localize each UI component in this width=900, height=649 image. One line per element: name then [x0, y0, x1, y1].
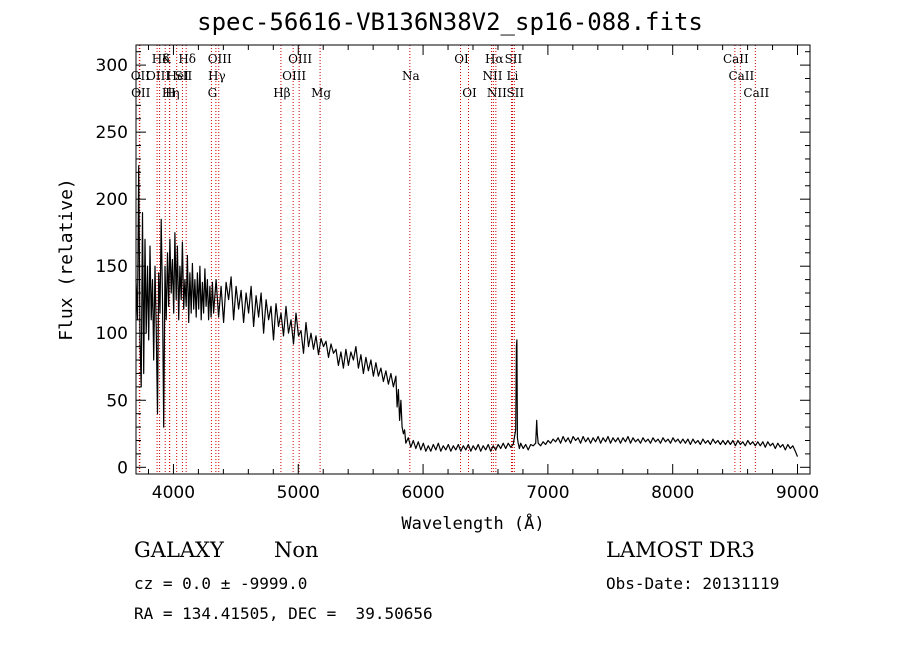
line-marker-label: OII — [131, 86, 151, 100]
x-tick-label: 6000 — [401, 483, 444, 503]
x-tick-label: 7000 — [526, 483, 569, 503]
line-marker-label: Mg — [311, 86, 331, 100]
line-marker-label: Li — [507, 69, 519, 83]
y-tick-label: 100 — [96, 324, 128, 344]
line-marker-label: OIII — [146, 69, 170, 83]
line-marker-label: HeI — [167, 69, 190, 83]
line-marker-label: OIII — [282, 69, 306, 83]
line-marker-label: CaII — [723, 52, 749, 66]
object-subclass: Non — [274, 538, 319, 562]
plot-frame — [135, 44, 811, 475]
line-marker-label: Hδ — [152, 52, 170, 66]
line-marker-label: SII — [505, 52, 523, 66]
line-marker-label: Hβ — [273, 86, 290, 100]
line-marker-label: Hη — [162, 86, 180, 100]
line-marker-label: OII — [131, 69, 151, 83]
y-tick-label: 50 — [106, 391, 128, 411]
ra-dec-line: RA = 134.41505, DEC = 39.50656 — [134, 604, 433, 623]
line-marker-label: Hγ — [208, 69, 226, 83]
survey-label: LAMOST DR3 — [606, 538, 755, 562]
line-marker-label: OI — [454, 52, 469, 66]
chart-title: spec-56616-VB136N38V2_sp16-088.fits — [197, 8, 703, 36]
line-marker-label: Na — [402, 69, 420, 83]
y-tick-label: 250 — [96, 123, 128, 143]
line-marker-label: SII — [506, 86, 524, 100]
line-marker-label: Hδ — [178, 52, 196, 66]
x-tick-label: 5000 — [277, 483, 320, 503]
obs-date: Obs-Date: 20131119 — [606, 574, 780, 593]
line-marker-label: H — [165, 86, 175, 100]
y-tick-label: 300 — [96, 56, 128, 76]
y-axis-label: Flux (relative) — [56, 178, 77, 341]
spectrum-line — [135, 165, 799, 457]
x-tick-label: 8000 — [651, 483, 694, 503]
y-tick-label: 0 — [117, 458, 128, 478]
line-marker-label: K — [162, 52, 172, 66]
line-marker-label: SII — [175, 69, 193, 83]
line-marker-label: OI — [462, 86, 477, 100]
line-marker-label: NII — [487, 86, 507, 100]
line-marker-label: CaII — [743, 86, 769, 100]
x-tick-label: 9000 — [776, 483, 819, 503]
object-class: GALAXY — [134, 538, 224, 562]
line-marker-label: OIII — [288, 52, 312, 66]
line-marker-label: OIII — [208, 52, 232, 66]
y-tick-label: 200 — [96, 190, 128, 210]
line-marker-label: NII — [482, 69, 502, 83]
x-axis-label: Wavelength (Å) — [401, 512, 544, 534]
cz-line: cz = 0.0 ± -9999.0 — [134, 574, 308, 593]
line-marker-label: Hα — [485, 52, 504, 66]
line-marker-label: G — [208, 86, 218, 100]
y-tick-label: 150 — [96, 257, 128, 277]
line-marker-label: CaII — [728, 69, 754, 83]
x-tick-label: 4000 — [152, 483, 195, 503]
